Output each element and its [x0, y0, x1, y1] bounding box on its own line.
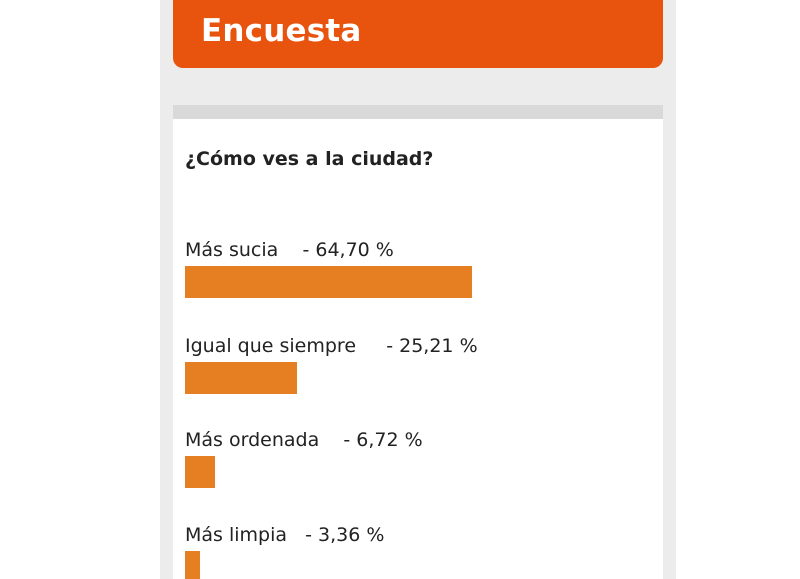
poll-option-1-label: Más sucia [185, 239, 279, 261]
poll-option-2-text: Igual que siempre - 25,21 % [185, 330, 478, 362]
poll-option-4-text: Más limpia - 3,36 % [185, 519, 384, 551]
poll-question: ¿Cómo ves a la ciudad? [185, 148, 434, 170]
poll-option-1-text: Más sucia - 64,70 % [185, 234, 394, 266]
poll-option-2-bar [185, 362, 297, 394]
poll-panel [173, 105, 663, 579]
poll-option-2-label: Igual que siempre [185, 335, 357, 357]
poll-option-4-percent: - 3,36 % [305, 524, 385, 546]
poll-option-3-percent: - 6,72 % [343, 429, 423, 451]
poll-option-2-percent: - 25,21 % [386, 335, 478, 357]
poll-option-3-text: Más ordenada - 6,72 % [185, 424, 423, 456]
poll-option-3-bar [185, 456, 215, 488]
poll-option-1-percent: - 64,70 % [302, 239, 394, 261]
poll-option-3-label: Más ordenada [185, 429, 320, 451]
poll-header [173, 0, 663, 68]
poll-option-4-label: Más limpia [185, 524, 288, 546]
poll-header-title: Encuesta [201, 13, 362, 49]
poll-option-4-bar [185, 551, 200, 579]
poll-option-1-bar [185, 266, 472, 298]
